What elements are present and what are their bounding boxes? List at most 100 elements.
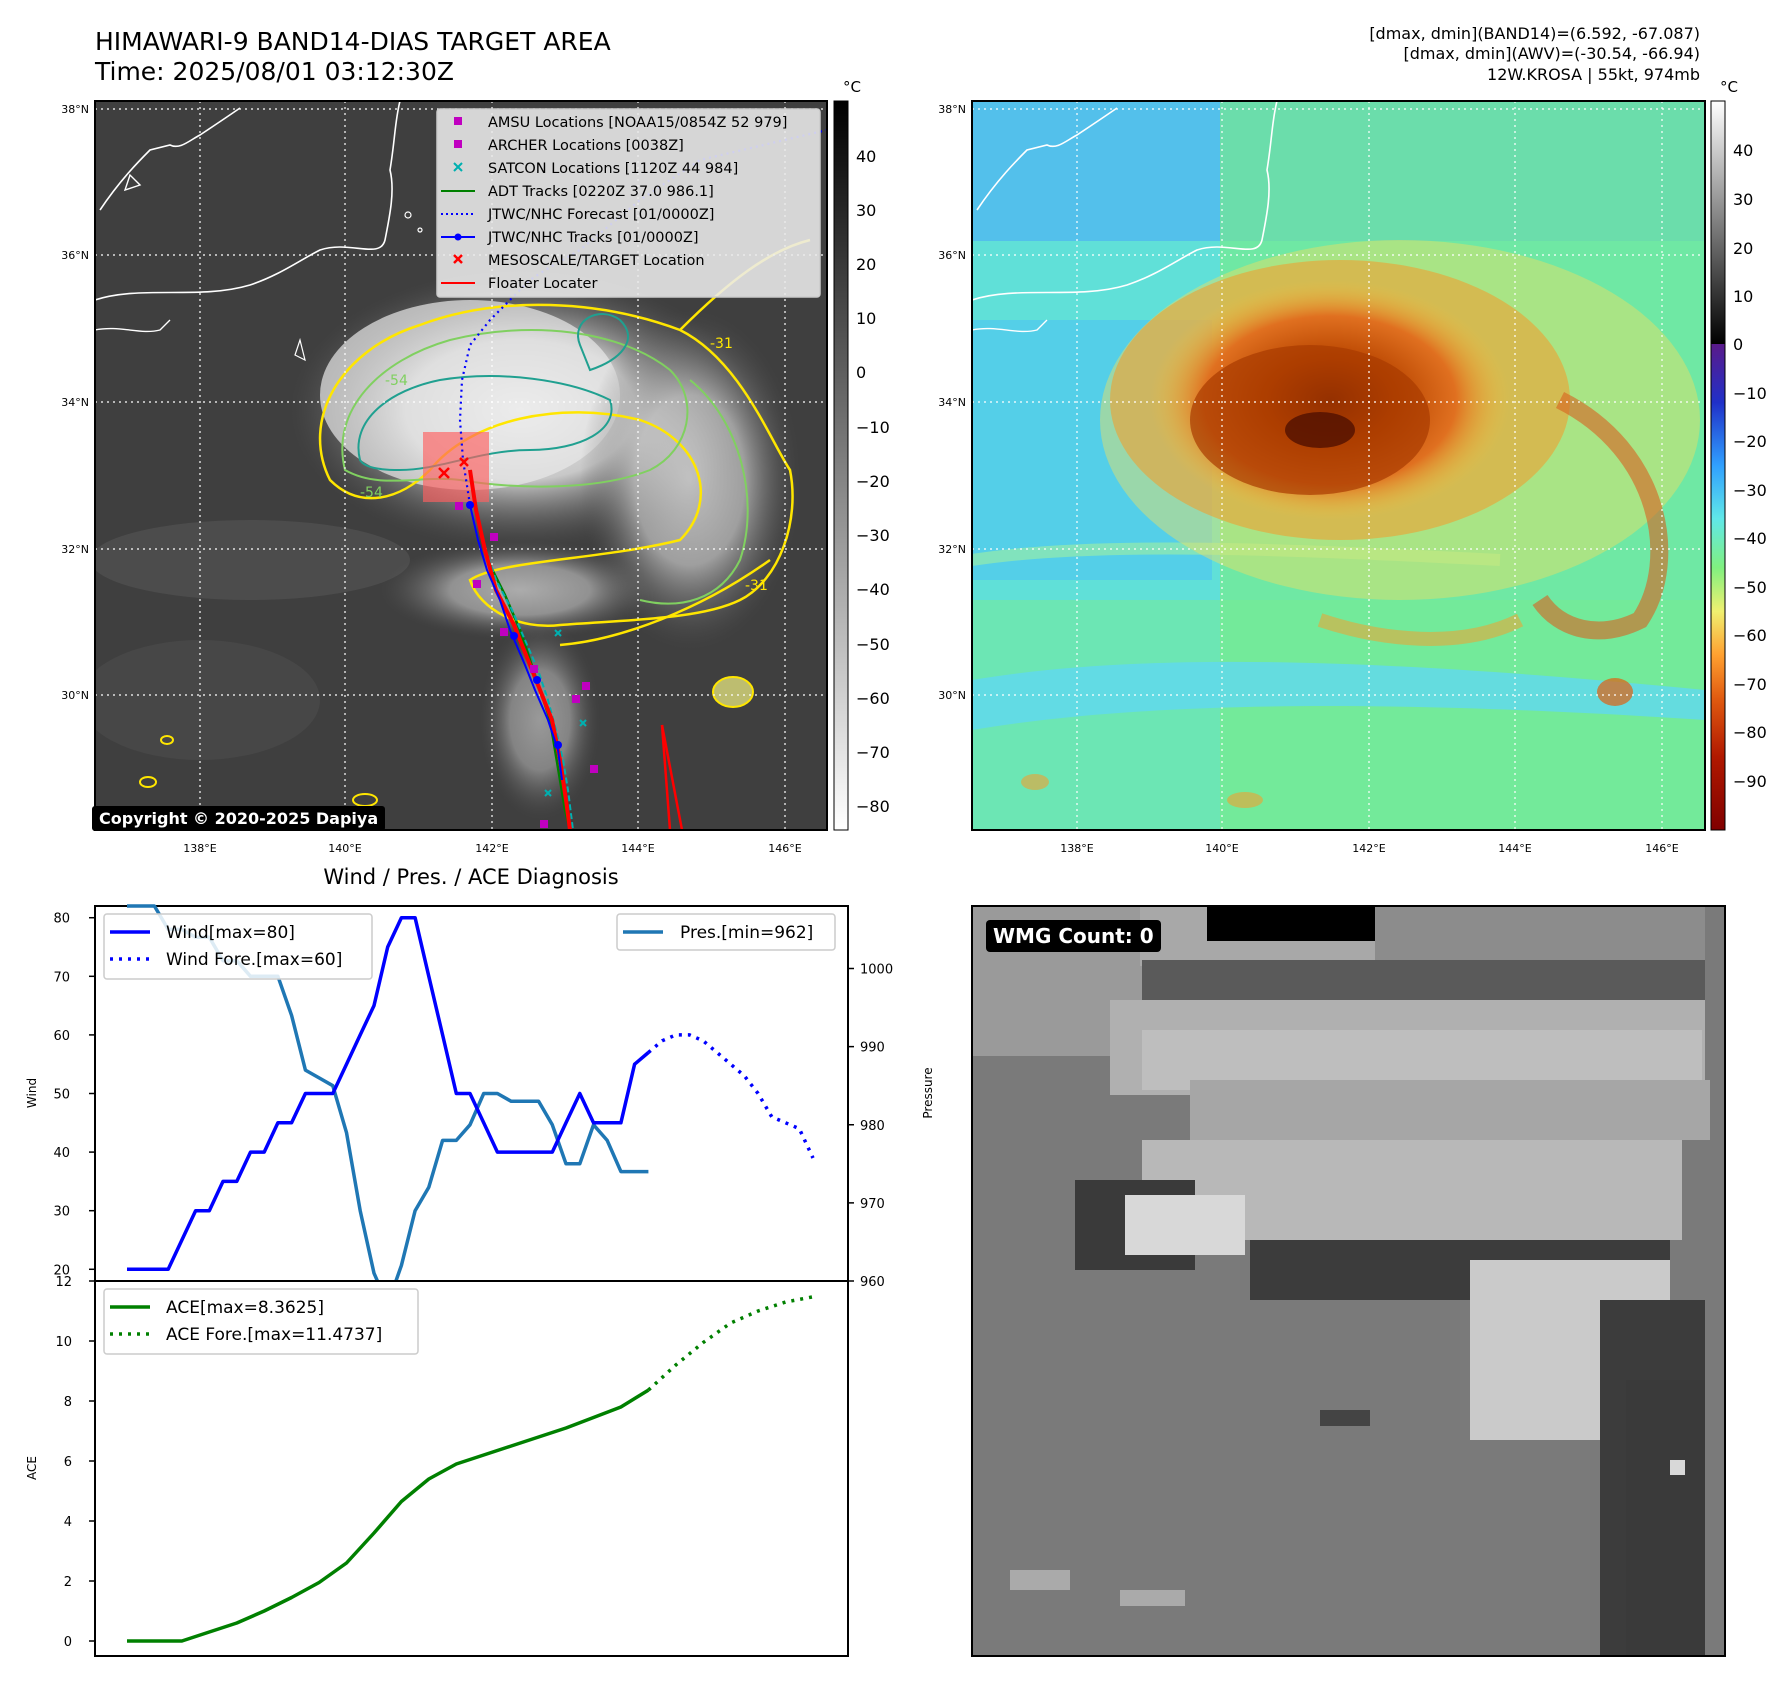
contour-label: -31 (745, 578, 768, 594)
wind-ylabel: Wind (25, 1078, 39, 1108)
cbar-tick: −40 (856, 580, 890, 599)
ace-chart: 12 10 8 6 4 2 0 ACE ACE[max=8.3625] ACE Fore.[… (25, 1275, 849, 1657)
figure-title: HIMAWARI-9 BAND14-DIAS TARGET AREA (95, 27, 611, 56)
info-band14: [dmax, dmin](BAND14)=(6.592, -67.087) (1369, 24, 1700, 43)
cbar-tick: −20 (856, 472, 890, 491)
ace-tick-label: 10 (55, 1335, 72, 1350)
ace-tick-label: 8 (64, 1395, 72, 1410)
ace-ylabel: ACE (25, 1456, 39, 1480)
map2-lat-labels: 38°N 36°N 34°N 32°N 30°N (938, 103, 966, 702)
pressure-tick-label: 990 (860, 1041, 885, 1056)
pressure-tick-label: 970 (860, 1197, 885, 1212)
wmg-panel (971, 905, 1726, 1657)
contour-label: -31 (710, 336, 733, 352)
cbar-tick: 20 (856, 255, 876, 274)
lat-label: 34°N (61, 396, 89, 409)
legend-pressure: Pres.[min=962] (680, 923, 813, 943)
lat-label: 32°N (61, 543, 89, 556)
legend-forecast: JTWC/NHC Forecast [01/0000Z] (487, 207, 714, 223)
lon-label: 140°E (1205, 842, 1238, 855)
wind-line (127, 915, 650, 1272)
legend-ace: ACE[max=8.3625] (166, 1298, 324, 1318)
ace-legend (103, 1288, 419, 1355)
cbar-tick: −10 (856, 418, 890, 437)
pressure-tick-label: 960 (860, 1275, 885, 1290)
lon-label: 138°E (1060, 842, 1093, 855)
cbar-tick: 20 (1733, 239, 1753, 258)
awv-map: 38°N 36°N 34°N 32°N 30°N 138°E 140°E 142… (938, 78, 1767, 855)
cbar-tick: −70 (856, 743, 890, 762)
lat-label: 36°N (61, 249, 89, 262)
pressure-yaxis: 1000 990 980 970 960 (848, 963, 893, 1290)
cbar-tick: 10 (1733, 287, 1753, 306)
contour-label: -54 (360, 485, 383, 501)
legend-marker-amsu (454, 117, 462, 125)
awv-colorbar-top (1711, 101, 1725, 344)
wind-pressure-chart: 80 70 60 50 40 30 20 1000 990 980 970 960 Wind Pre… (25, 904, 935, 1307)
cbar-tick: −20 (1733, 432, 1767, 451)
wind-tick-label: 50 (53, 1088, 70, 1103)
cbar-tick: 10 (856, 309, 876, 328)
map1-lon-labels: 138°E 140°E 142°E 144°E 146°E (183, 842, 801, 855)
awv-colorbar-ticks: 40 30 20 10 0 −10 −20 −30 −40 −50 −60 −7… (1733, 141, 1767, 791)
wind-tick-label: 80 (53, 912, 70, 927)
info-storm: 12W.KROSA | 55kt, 974mb (1487, 65, 1700, 84)
ace-yaxis: 12 10 8 6 4 2 0 (55, 1275, 95, 1650)
cbar-tick: 0 (1733, 335, 1743, 354)
ace-tick-label: 4 (64, 1515, 72, 1530)
contour-label: -54 (385, 373, 408, 389)
pressure-ylabel: Pressure (921, 1067, 935, 1118)
awv-colorbar-frame (1710, 100, 1726, 831)
cbar-tick: −60 (1733, 626, 1767, 645)
legend-amsu: AMSU Locations [NOAA15/0854Z 52 979] (488, 115, 787, 131)
legend-marker-satcon (453, 162, 463, 172)
wind-yaxis: 80 70 60 50 40 30 20 (53, 912, 95, 1278)
lat-label: 32°N (938, 543, 966, 556)
lat-label: 34°N (938, 396, 966, 409)
map2-lon-labels: 138°E 140°E 142°E 144°E 146°E (1060, 842, 1678, 855)
lon-label: 144°E (1498, 842, 1531, 855)
legend-wind: Wind[max=80] (166, 923, 295, 943)
cbar-tick: −80 (1733, 723, 1767, 742)
wind-tick-label: 30 (53, 1205, 70, 1220)
lon-label: 146°E (1645, 842, 1678, 855)
legend-marker-tracks-dot (454, 233, 462, 241)
legend-ace-fore: ACE Fore.[max=11.4737] (166, 1325, 382, 1345)
lat-label: 30°N (61, 689, 89, 702)
pressure-tick-label: 980 (860, 1119, 885, 1134)
wind-tick-label: 70 (53, 970, 70, 985)
wind-tick-label: 60 (53, 1029, 70, 1044)
info-awv: [dmax, dmin](AWV)=(-30.54, -66.94) (1403, 44, 1700, 63)
legend-adt: ADT Tracks [0220Z 37.0 986.1] (488, 184, 714, 200)
lat-label: 36°N (938, 249, 966, 262)
cbar-tick: 40 (856, 147, 876, 166)
pressure-legend (616, 913, 836, 951)
lat-label: 30°N (938, 689, 966, 702)
wind-tick-label: 20 (53, 1263, 70, 1278)
cbar-tick: 30 (1733, 190, 1753, 209)
legend-floater: Floater Locater (488, 276, 597, 292)
cbar-tick: −80 (856, 797, 890, 816)
band14-map: -54 -54 -31 -31 (61, 78, 890, 855)
cbar-tick: −50 (1733, 578, 1767, 597)
lon-label: 142°E (1352, 842, 1385, 855)
ace-tick-label: 2 (64, 1575, 72, 1590)
wind-tick-label: 40 (53, 1146, 70, 1161)
map-legend (436, 108, 821, 298)
lon-label: 144°E (621, 842, 654, 855)
lat-label: 38°N (938, 103, 966, 116)
ace-series (127, 1295, 814, 1643)
wind-legend (103, 913, 373, 980)
legend-tracks: JTWC/NHC Tracks [01/0000Z] (487, 230, 699, 246)
figure-time: Time: 2025/08/01 03:12:30Z (94, 57, 454, 86)
map1-lat-labels: 38°N 36°N 34°N 32°N 30°N (61, 103, 89, 702)
cbar-tick: −40 (1733, 529, 1767, 548)
ace-forecast-line (647, 1295, 814, 1392)
lon-label: 140°E (328, 842, 361, 855)
legend-archer: ARCHER Locations [0038Z] (488, 138, 684, 154)
legend-satcon: SATCON Locations [1120Z 44 984] (488, 161, 738, 177)
cbar-tick: −50 (856, 635, 890, 654)
awv-colorbar-unit: °C (1720, 78, 1738, 96)
legend-target: MESOSCALE/TARGET Location (488, 253, 705, 269)
